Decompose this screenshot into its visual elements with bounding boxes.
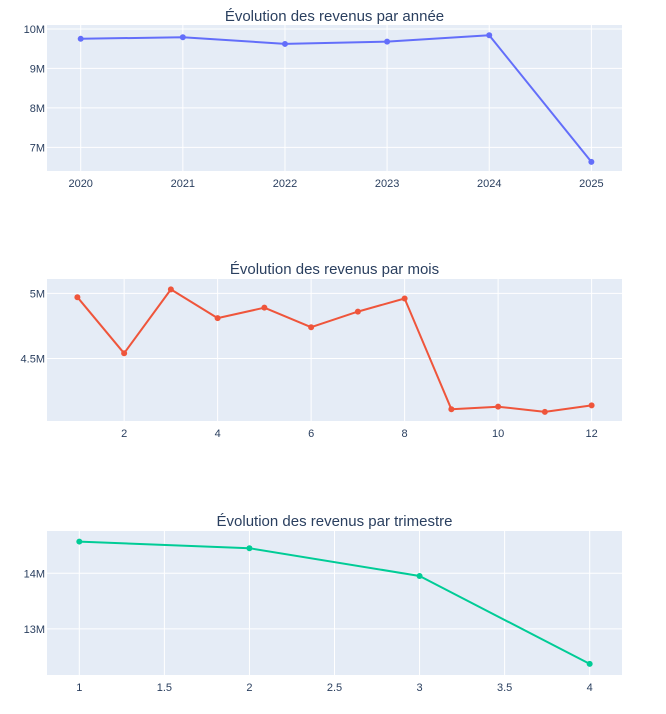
data-point[interactable] bbox=[74, 294, 81, 301]
x-tick-label: 3 bbox=[416, 682, 422, 694]
data-point[interactable] bbox=[586, 660, 593, 667]
chart-revenue-by-month: 2 4 6 8 10 12 4.5M 5M Évolution des revenus par … bbox=[21, 261, 622, 440]
data-point[interactable] bbox=[261, 304, 268, 311]
x-tick-label: 2020 bbox=[68, 178, 92, 190]
x-tick-label: 1.5 bbox=[157, 682, 172, 694]
data-point[interactable] bbox=[354, 308, 361, 315]
data-point[interactable] bbox=[448, 406, 455, 413]
data-point[interactable] bbox=[416, 573, 423, 580]
data-point[interactable] bbox=[588, 402, 595, 409]
x-tick-label: 3.5 bbox=[497, 682, 512, 694]
x-tick-label: 2023 bbox=[375, 178, 399, 190]
y-tick-label: 5M bbox=[30, 288, 45, 300]
data-point[interactable] bbox=[121, 350, 128, 357]
y-tick-label: 4.5M bbox=[21, 353, 45, 365]
x-tick-label: 2022 bbox=[273, 178, 297, 190]
data-point[interactable] bbox=[495, 403, 502, 410]
series-line bbox=[76, 288, 592, 413]
chart-title: Évolution des revenus par trimestre bbox=[217, 513, 453, 530]
series-line bbox=[80, 34, 593, 163]
x-tick-label: 2021 bbox=[171, 178, 195, 190]
data-point[interactable] bbox=[214, 315, 221, 322]
data-point[interactable] bbox=[384, 38, 391, 45]
data-point[interactable] bbox=[77, 35, 84, 42]
y-tick-label: 9M bbox=[30, 63, 45, 75]
data-point[interactable] bbox=[281, 40, 288, 47]
series-line bbox=[79, 540, 591, 665]
x-tick-label: 2025 bbox=[579, 178, 603, 190]
x-tick-label: 4 bbox=[215, 428, 221, 440]
data-point[interactable] bbox=[401, 295, 408, 302]
data-point[interactable] bbox=[486, 32, 493, 39]
data-point[interactable] bbox=[541, 408, 548, 415]
data-point[interactable] bbox=[246, 545, 253, 552]
data-point[interactable] bbox=[76, 538, 83, 545]
x-tick-label: 8 bbox=[402, 428, 408, 440]
y-tick-label: 7M bbox=[30, 142, 45, 154]
plot-area bbox=[47, 25, 622, 171]
chart-title: Évolution des revenus par année bbox=[225, 8, 444, 25]
y-tick-label: 8M bbox=[30, 103, 45, 115]
data-point[interactable] bbox=[308, 324, 315, 331]
x-tick-label: 2 bbox=[246, 682, 252, 694]
y-tick-label: 14M bbox=[24, 568, 45, 580]
chart-title: Évolution des revenus par mois bbox=[230, 261, 439, 278]
x-tick-label: 10 bbox=[492, 428, 504, 440]
x-tick-label: 6 bbox=[308, 428, 314, 440]
x-tick-label: 12 bbox=[585, 428, 597, 440]
data-point[interactable] bbox=[167, 286, 174, 293]
y-tick-label: 10M bbox=[24, 24, 45, 36]
x-tick-label: 4 bbox=[587, 682, 593, 694]
plot-area bbox=[47, 279, 622, 421]
x-tick-label: 1 bbox=[76, 682, 82, 694]
data-point[interactable] bbox=[588, 158, 595, 165]
chart-revenue-by-quarter: 1 1.5 2 2.5 3 3.5 4 13M 14M Évolution des revenus… bbox=[24, 513, 622, 694]
chart-revenue-by-year: 2020 2021 2022 2023 2024 2025 7M 8M 9M 10M Évoluti… bbox=[24, 8, 622, 190]
x-tick-label: 2024 bbox=[477, 178, 501, 190]
x-tick-label: 2.5 bbox=[327, 682, 342, 694]
x-tick-label: 2 bbox=[121, 428, 127, 440]
y-tick-label: 13M bbox=[24, 624, 45, 636]
data-point[interactable] bbox=[179, 34, 186, 41]
